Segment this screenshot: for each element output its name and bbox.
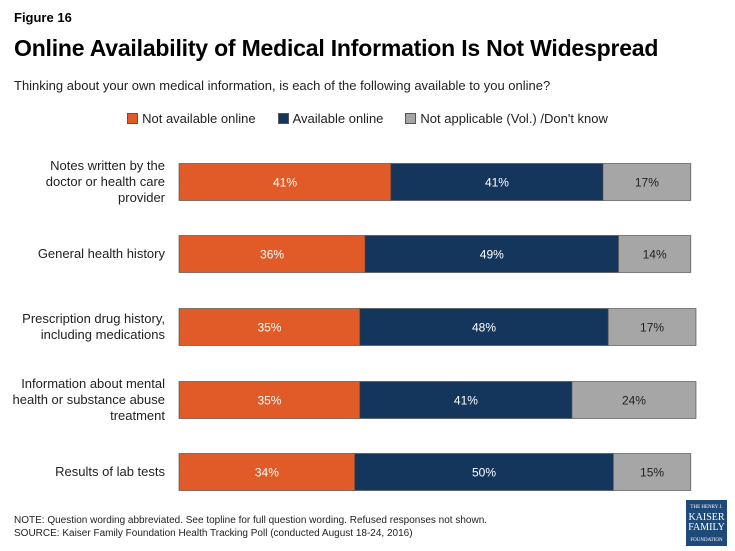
legend-item: Available online: [277, 111, 384, 126]
data-label: 14%: [643, 248, 667, 262]
data-label: 49%: [480, 248, 504, 262]
footnote: NOTE: Question wording abbreviated. See …: [14, 514, 487, 540]
bar-segment: [178, 308, 361, 346]
bar-segment: [612, 453, 692, 491]
bar-segment: [178, 381, 361, 419]
legend-item: Not applicable (Vol.) /Don't know: [405, 111, 608, 126]
bar-segment: [359, 381, 573, 419]
category-label: Notes written by the doctor or health car…: [46, 158, 166, 205]
category-label: Information about mental health or substa…: [13, 376, 166, 423]
legend-swatch: [405, 113, 417, 124]
bar-segment: [178, 163, 392, 201]
figure-label: Figure 16: [14, 10, 72, 25]
bar-segment: [618, 235, 692, 273]
source-text: SOURCE: Kaiser Family Foundation Health …: [14, 528, 413, 539]
bar-segment: [178, 453, 356, 491]
bar-segment: [359, 308, 609, 346]
legend-label: Not applicable (Vol.) /Don't know: [420, 111, 608, 126]
legend-item: Not available online: [127, 111, 256, 126]
bar-segment: [602, 163, 692, 201]
bar-segment: [390, 163, 604, 201]
bar-segment: [571, 381, 697, 419]
category-label: Prescription drug history, including medi…: [22, 311, 165, 342]
data-label: 41%: [454, 394, 478, 408]
data-label: 34%: [255, 466, 279, 480]
legend-swatch: [277, 113, 289, 124]
data-label: 17%: [640, 321, 664, 335]
data-label: 36%: [260, 248, 284, 262]
chart-subtitle: Thinking about your own medical informat…: [14, 78, 551, 93]
data-label: 35%: [257, 394, 281, 408]
bar-segment: [178, 235, 366, 273]
data-label: 17%: [635, 176, 659, 190]
note-text: NOTE: Question wording abbreviated. See …: [14, 515, 488, 526]
data-label: 48%: [472, 321, 496, 335]
legend-swatch: [127, 113, 139, 124]
data-label: 35%: [257, 321, 281, 335]
category-label: Results of lab tests: [55, 464, 165, 479]
data-label: 50%: [472, 466, 496, 480]
data-label: 15%: [640, 466, 664, 480]
data-label: 41%: [273, 176, 297, 190]
bar-segment: [354, 453, 614, 491]
legend-label: Available online: [292, 111, 384, 126]
kff-logo: THE HENRY J. KAISER FAMILY FOUNDATION: [686, 500, 727, 546]
legend: Not available online Available online No…: [0, 111, 735, 126]
legend-label: Not available online: [142, 111, 256, 126]
data-label: 41%: [485, 176, 509, 190]
chart-title: Online Availability of Medical Informati…: [14, 35, 659, 61]
category-label: General health history: [38, 246, 166, 261]
bar-segment: [607, 308, 697, 346]
bar-segment: [364, 235, 619, 273]
data-label: 24%: [622, 394, 646, 408]
